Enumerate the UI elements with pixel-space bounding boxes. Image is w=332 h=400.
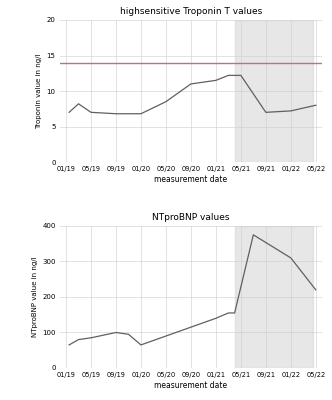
X-axis label: measurement date: measurement date (154, 381, 227, 390)
Title: NTproBNP values: NTproBNP values (152, 214, 230, 222)
Y-axis label: Troponin value in ng/l: Troponin value in ng/l (37, 53, 42, 129)
Bar (235, 20, 313, 162)
X-axis label: measurement date: measurement date (154, 175, 227, 184)
Y-axis label: NTproBNP value in ng/l: NTproBNP value in ng/l (32, 257, 38, 337)
Title: highsensitive Troponin T values: highsensitive Troponin T values (120, 8, 262, 16)
Bar (235, 226, 313, 368)
